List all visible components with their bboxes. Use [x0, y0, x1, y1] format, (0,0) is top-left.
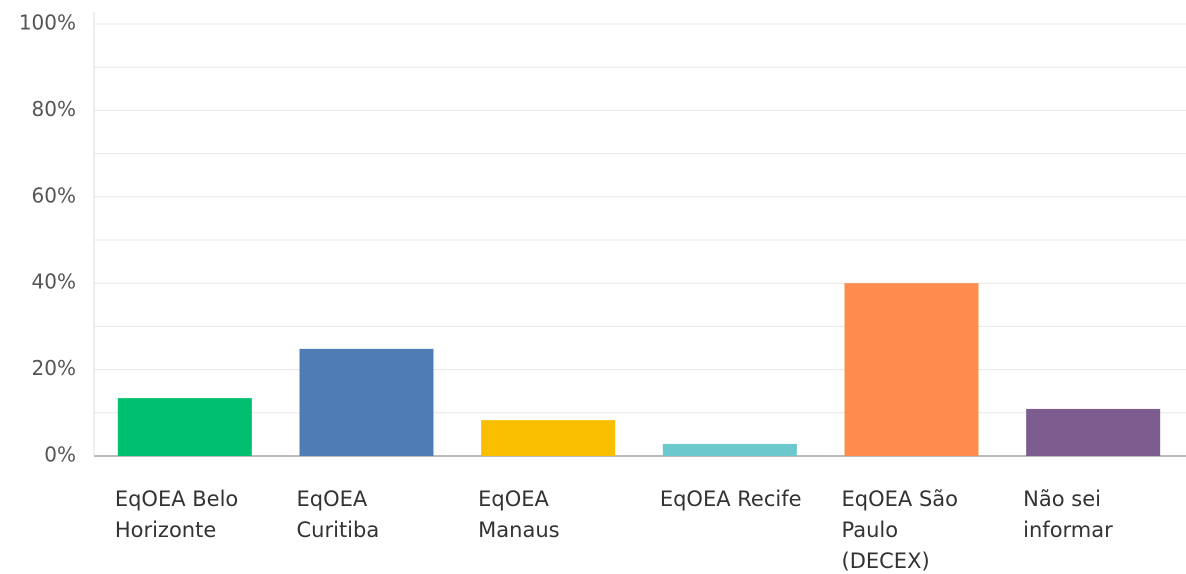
bar	[299, 348, 434, 456]
y-tick-label: 60%	[32, 183, 76, 207]
x-tick-label: Não sei informar	[1023, 487, 1113, 542]
bar	[844, 283, 979, 456]
x-tick-label: EqOEA Manaus	[478, 487, 560, 542]
x-tick-label: EqOEA Recife	[659, 487, 802, 511]
x-tick-label: EqOEA Curitiba	[296, 487, 380, 542]
y-tick-label: 100%	[19, 11, 76, 35]
x-tick-label: EqOEA Belo Horizonte	[114, 487, 239, 542]
bar	[481, 420, 616, 456]
x-tick-label: EqOEA São Paulo (DECEX)	[841, 487, 958, 573]
y-tick-label: 0%	[44, 443, 76, 467]
y-tick-label: 40%	[32, 270, 76, 294]
bar	[662, 443, 797, 456]
bar	[117, 398, 252, 456]
y-tick-label: 80%	[32, 97, 76, 121]
y-tick-label: 20%	[32, 356, 76, 380]
bar	[1026, 408, 1161, 456]
